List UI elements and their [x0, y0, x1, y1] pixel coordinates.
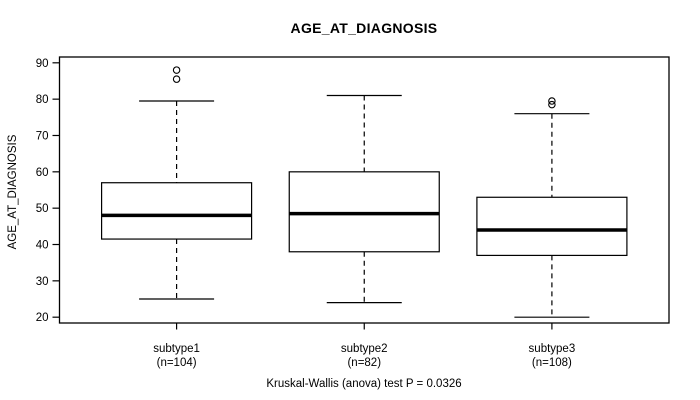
y-axis-tick-label: 20 — [36, 312, 49, 324]
y-axis-tick-label: 30 — [36, 276, 49, 288]
x-axis-group-label: subtype1 — [153, 343, 200, 355]
x-axis-group-sublabel: (n=82) — [347, 357, 381, 369]
outlier-point — [548, 97, 556, 105]
y-axis-tick-label: 60 — [36, 167, 49, 179]
y-axis-tick-label: 70 — [36, 130, 49, 142]
x-axis-group-sublabel: (n=104) — [157, 357, 197, 369]
x-axis-group-label: subtype3 — [529, 343, 576, 355]
box-iqr — [100, 182, 253, 240]
y-axis-tick-label: 50 — [36, 203, 49, 215]
y-axis-tick-label: 80 — [36, 94, 49, 106]
outlier-point — [548, 100, 556, 109]
y-axis-tick-label: 40 — [36, 240, 49, 252]
chart-title: AGE_AT_DIAGNOSIS — [290, 20, 438, 36]
outlier-point — [172, 66, 181, 74]
box-iqr — [288, 171, 440, 253]
outlier-point — [172, 75, 181, 83]
plot-frame — [58, 56, 670, 324]
statistics-caption: Kruskal-Wallis (anova) test P = 0.0326 — [266, 378, 462, 390]
y-axis-tick-label: 90 — [36, 58, 49, 70]
x-axis-group-sublabel: (n=108) — [532, 357, 572, 369]
x-axis-group-label: subtype2 — [341, 343, 388, 355]
box-iqr — [476, 196, 628, 257]
